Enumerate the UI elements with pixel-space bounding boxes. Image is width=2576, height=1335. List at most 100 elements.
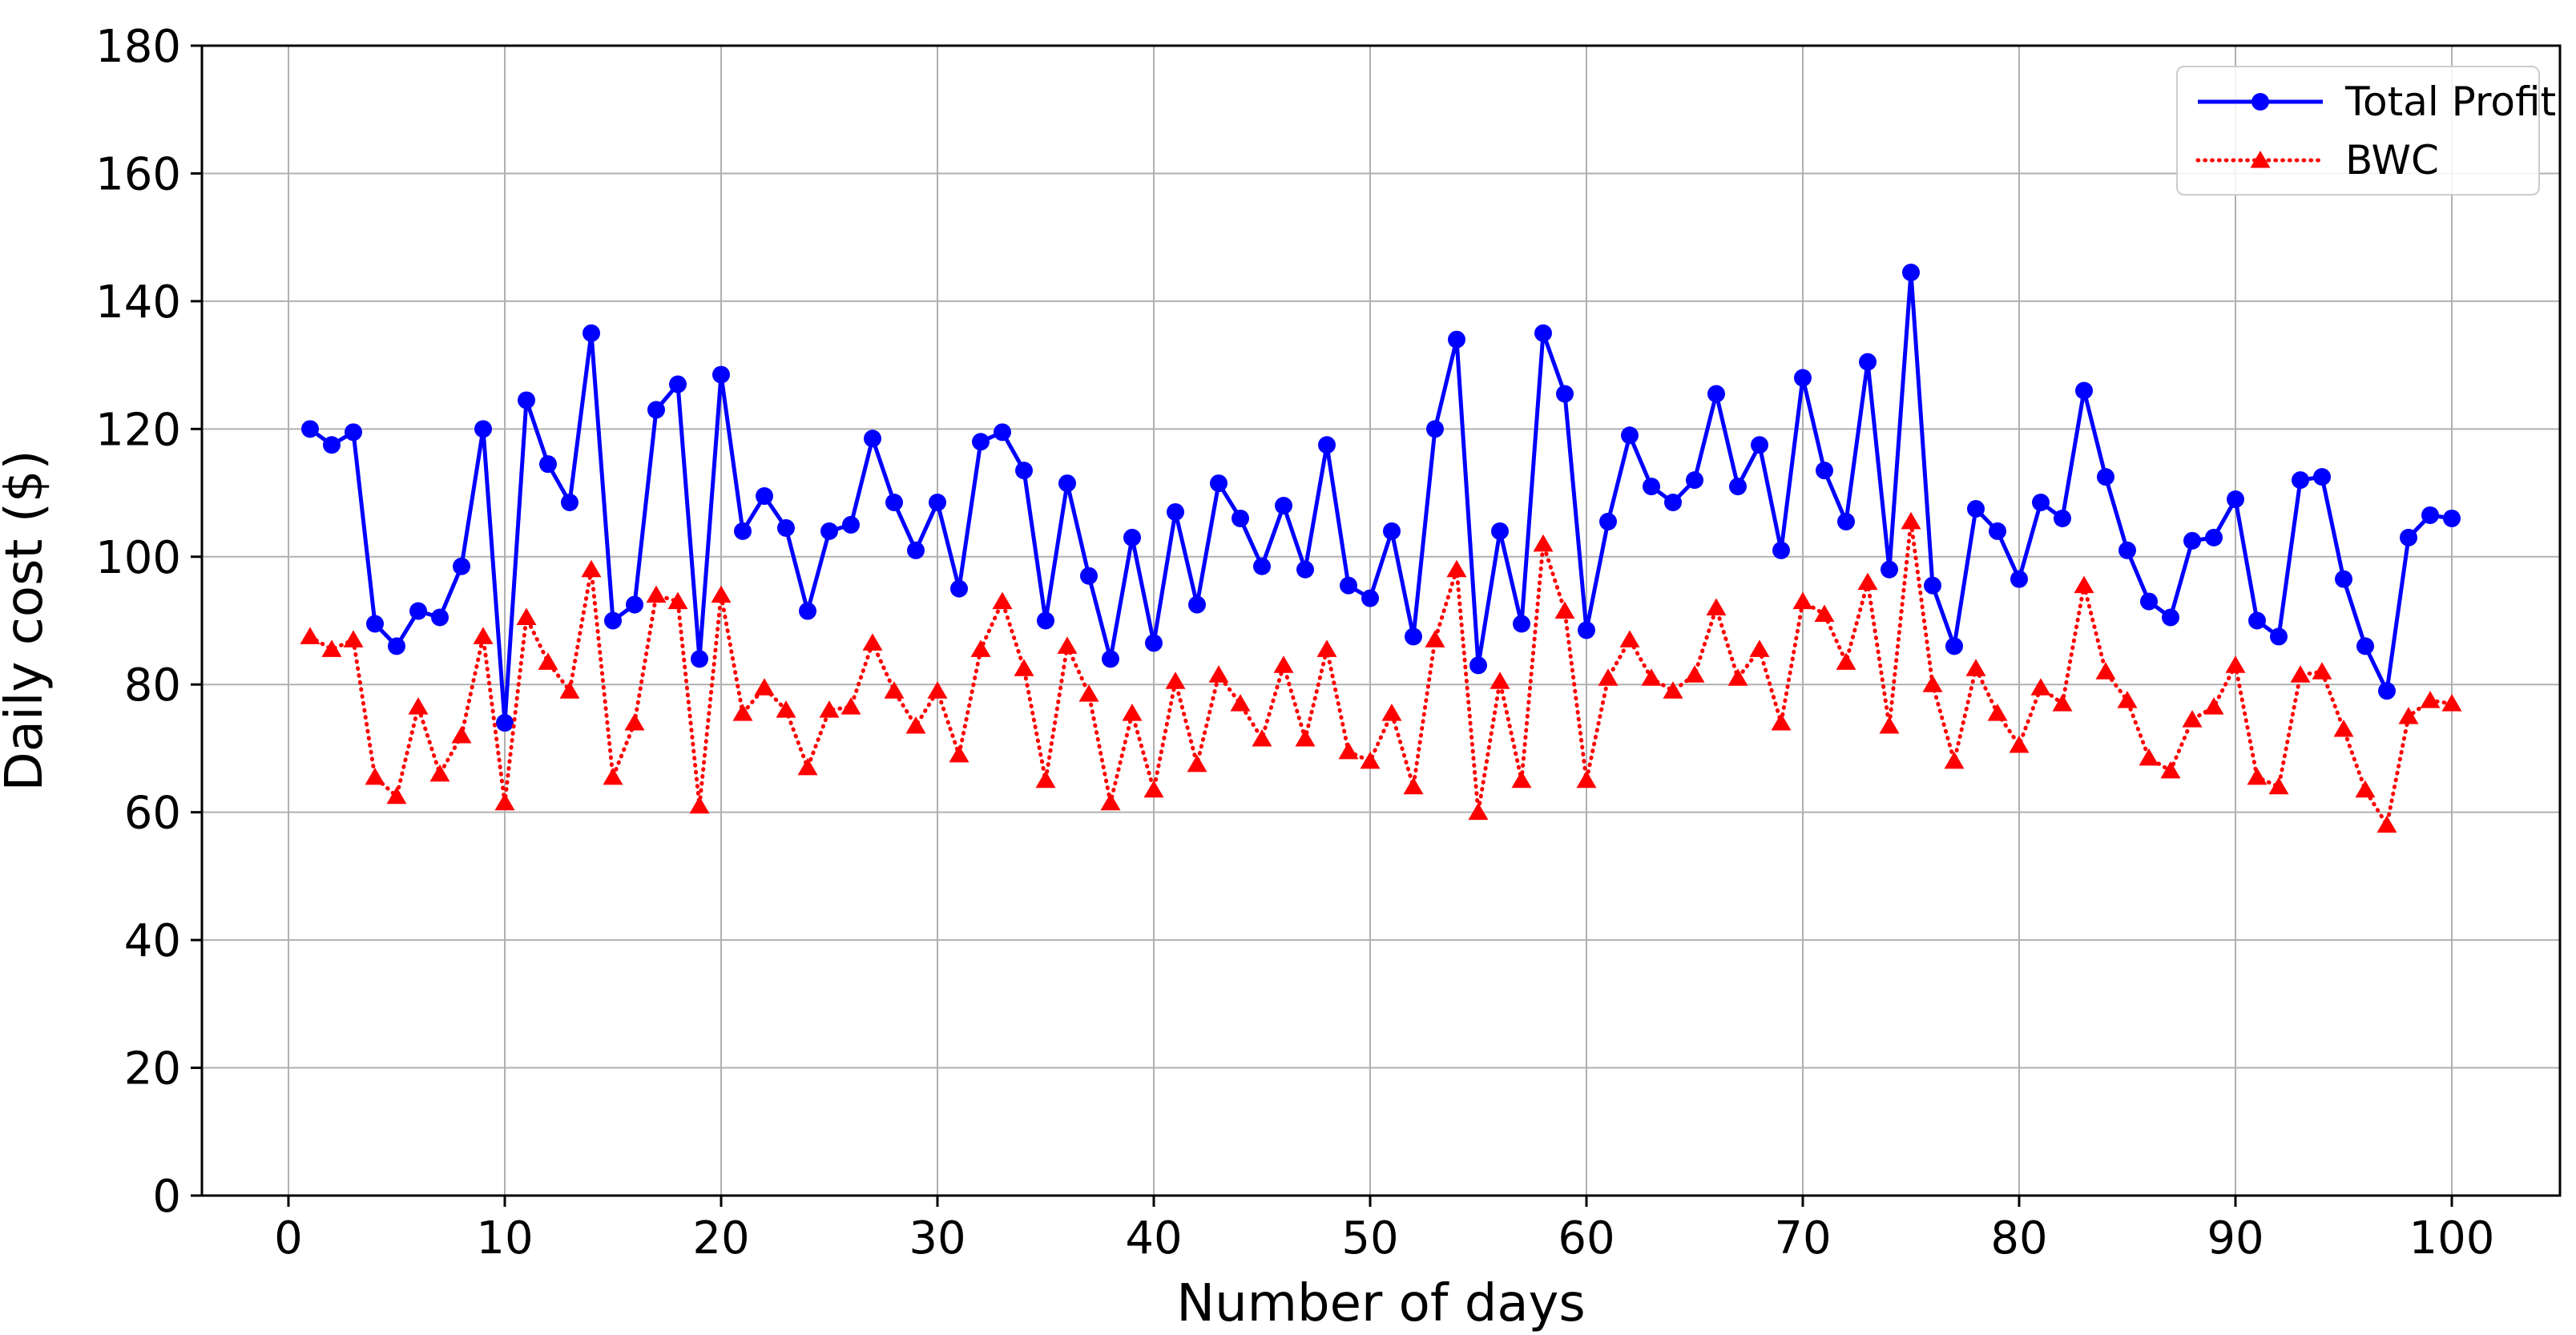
plot-border [200,44,2562,1197]
marker-total-profit [1102,650,1119,668]
marker-bwc [1771,713,1792,731]
marker-total-profit [2032,494,2050,512]
marker-bwc [2139,748,2159,766]
marker-bwc [1446,559,1467,578]
marker-bwc [2312,662,2332,680]
y-tick-label-0: 0 [152,1171,181,1223]
marker-bwc [1425,630,1445,647]
marker-bwc [624,713,645,731]
marker-bwc [603,767,623,785]
marker-bwc [1273,655,1294,673]
marker-bwc [300,627,320,644]
marker-bwc [2355,780,2376,798]
marker-bwc [1554,601,1575,619]
marker-bwc [1381,704,1402,721]
marker-total-profit [453,557,470,575]
marker-bwc [2030,678,2051,696]
marker-total-profit [2313,468,2331,486]
marker-bwc [841,697,861,715]
marker-bwc [732,704,753,721]
marker-total-profit [626,595,643,614]
legend: Total Profit BWC [2176,66,2556,196]
marker-total-profit [583,324,600,342]
marker-total-profit [799,602,816,620]
marker-bwc [494,793,515,811]
marker-bwc [992,591,1013,610]
series-line-total-profit [308,270,2454,725]
marker-total-profit [561,494,578,512]
marker-bwc [1706,598,1727,616]
marker-total-profit [1924,576,1941,595]
x-tick-label-0: 0 [274,1212,303,1264]
marker-bwc [1252,728,1272,747]
marker-total-profit [1340,576,1357,595]
marker-bwc [1078,684,1099,702]
marker-total-profit [1686,471,1703,490]
marker-total-profit [1751,436,1768,454]
marker-total-profit [994,423,1011,442]
marker-bwc [1295,728,1316,747]
marker-total-profit [1405,627,1422,646]
marker-bwc [1511,770,1532,788]
marker-total-profit [2292,471,2309,490]
marker-total-profit [539,455,557,474]
marker-total-profit [1664,494,1682,512]
x-tick-label-50: 50 [1341,1212,1398,1264]
marker-total-profit [366,615,384,633]
marker-total-profit [2270,627,2288,646]
marker-bwc [905,716,926,734]
marker-bwc [970,639,991,657]
marker-bwc [1100,793,1121,811]
series-line-bwc [308,519,2454,828]
marker-bwc [1879,716,1900,734]
marker-total-profit [323,436,341,454]
marker-bwc [1836,652,1856,670]
marker-total-profit [1080,567,1098,585]
marker-total-profit [2118,541,2136,559]
marker-total-profit [1383,522,1401,540]
marker-bwc [1014,659,1034,676]
marker-bwc [1165,672,1186,689]
marker-bwc [1187,754,1207,772]
marker-bwc [516,607,537,626]
marker-bwc [1208,665,1229,683]
marker-bwc [1230,694,1251,712]
marker-bwc [1663,681,1683,699]
x-axis-label: Number of days [1176,1274,1586,1333]
marker-total-profit [647,401,665,419]
marker-total-profit [1578,621,1595,639]
y-tick-label-180: 180 [95,21,181,73]
marker-total-profit [2400,528,2417,547]
marker-bwc [1792,591,1813,610]
marker-bwc [1598,668,1619,686]
marker-total-profit [1816,462,1833,480]
marker-bwc [581,559,602,578]
y-tick-label-20: 20 [124,1043,181,1095]
marker-total-profit [1188,595,1206,614]
marker-total-profit [1232,509,1249,527]
marker-bwc [1922,675,1943,692]
marker-bwc [949,744,970,763]
marker-total-profit [1015,462,1033,480]
marker-bwc [365,767,385,785]
marker-bwc [1316,639,1337,657]
marker-total-profit [1210,474,1228,493]
marker-bwc [538,652,558,670]
marker-bwc [1727,668,1748,686]
legend-label-bwc: BWC [2345,137,2439,184]
x-tick-label-40: 40 [1125,1212,1182,1264]
marker-total-profit [1902,264,1920,282]
marker-total-profit [2378,682,2396,700]
marker-bwc [2376,815,2397,833]
marker-bwc [927,681,948,699]
marker-bwc [689,796,710,814]
marker-bwc [819,700,840,718]
marker-bwc [2225,655,2246,673]
x-tick-label-100: 100 [2409,1212,2495,1264]
legend-circle-marker-icon [2251,93,2269,111]
marker-total-profit [1621,426,1639,445]
marker-total-profit [907,541,925,559]
x-tick-label-80: 80 [1990,1212,2047,1264]
marker-bwc [2420,691,2441,708]
